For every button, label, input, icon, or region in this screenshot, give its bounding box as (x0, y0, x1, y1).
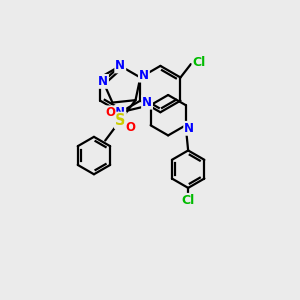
Text: Cl: Cl (182, 194, 195, 207)
Text: N: N (184, 122, 194, 135)
Text: Cl: Cl (193, 56, 206, 69)
Text: N: N (115, 59, 125, 72)
Text: N: N (115, 106, 125, 119)
Text: S: S (115, 113, 126, 128)
Text: O: O (125, 122, 135, 134)
Text: O: O (105, 106, 116, 119)
Text: N: N (139, 69, 149, 82)
Text: N: N (142, 96, 152, 109)
Text: N: N (98, 75, 108, 88)
